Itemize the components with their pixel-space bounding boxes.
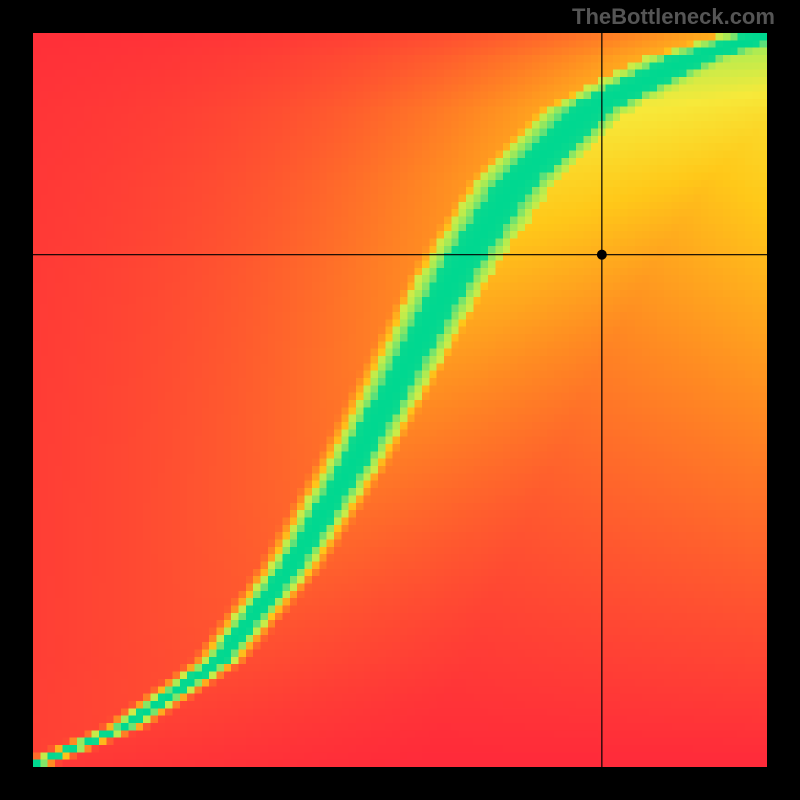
chart-container: TheBottleneck.com	[0, 0, 800, 800]
watermark-text: TheBottleneck.com	[572, 4, 775, 30]
bottleneck-heatmap	[33, 33, 767, 767]
